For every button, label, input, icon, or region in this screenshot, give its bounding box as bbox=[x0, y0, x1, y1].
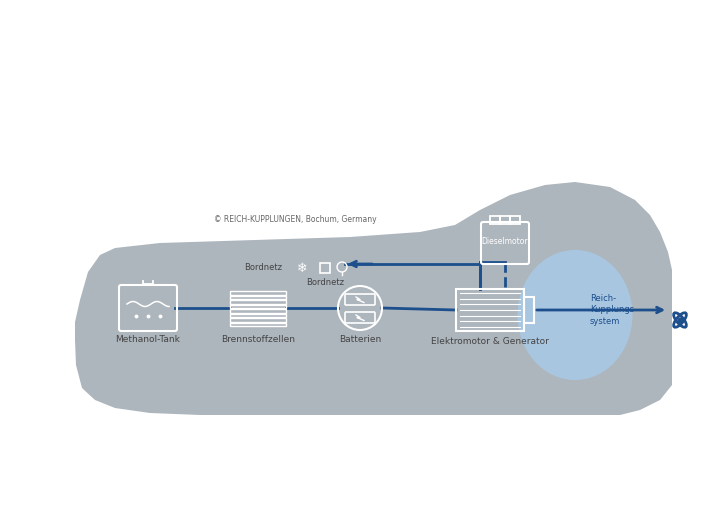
Text: Batterien: Batterien bbox=[339, 335, 381, 344]
Text: Bordnetz: Bordnetz bbox=[306, 278, 344, 287]
Text: Methanol-Tank: Methanol-Tank bbox=[116, 335, 181, 344]
Text: © REICH-KUPPLUNGEN, Bochum, Germany: © REICH-KUPPLUNGEN, Bochum, Germany bbox=[214, 215, 376, 225]
Text: Bordnetz: Bordnetz bbox=[244, 264, 282, 272]
Text: Elektromotor & Generator: Elektromotor & Generator bbox=[431, 337, 549, 346]
Text: Brennstoffzellen: Brennstoffzellen bbox=[221, 335, 295, 344]
Text: Dieselmotor: Dieselmotor bbox=[482, 236, 529, 246]
Text: Reich-
Kupplungs-
system: Reich- Kupplungs- system bbox=[590, 295, 637, 325]
Text: ❄: ❄ bbox=[297, 262, 307, 274]
Polygon shape bbox=[75, 182, 672, 415]
Ellipse shape bbox=[518, 250, 633, 380]
